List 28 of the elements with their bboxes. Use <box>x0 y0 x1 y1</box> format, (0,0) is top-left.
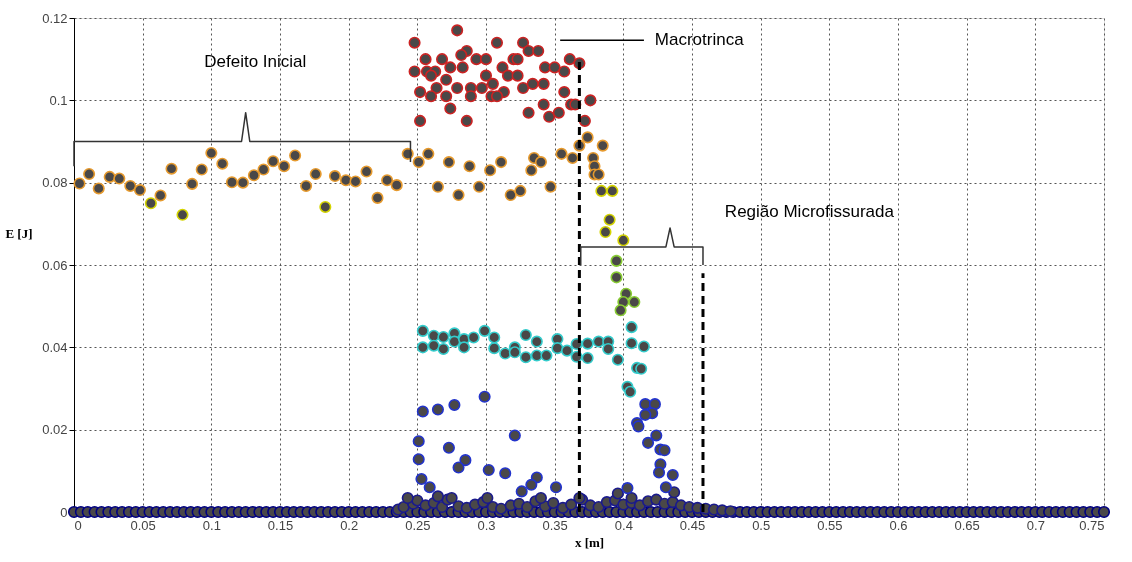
x-tick-label: 0.5 <box>752 517 771 533</box>
x-tick-label: 0.55 <box>817 517 843 533</box>
x-tick-label: 0.6 <box>889 517 908 533</box>
annotation: Região Microfissurada <box>724 201 895 221</box>
x-tick-label: 0.65 <box>954 517 980 533</box>
y-tick-label: 0.12 <box>42 10 68 26</box>
y-tick-label: 0.06 <box>42 257 68 273</box>
x-tick-label: 0.45 <box>679 517 706 533</box>
x-tick-label: 0.3 <box>477 517 496 533</box>
annotation: Macrotrinca <box>654 30 745 50</box>
x-tick-label: 0.2 <box>340 517 359 533</box>
x-tick-label: 0.15 <box>267 517 294 533</box>
y-tick-label: 0 <box>60 504 68 520</box>
x-tick-label: 0.25 <box>405 517 431 533</box>
x-tick-label: 0.75 <box>1079 517 1105 533</box>
annotation: Defeito Inicial <box>204 52 307 72</box>
x-tick-label: 0.1 <box>202 517 221 533</box>
y-axis-title: E [J] <box>5 225 33 241</box>
y-tick-label: 0.02 <box>42 422 68 438</box>
x-tick-label: 0.4 <box>614 517 633 533</box>
x-tick-label: 0 <box>74 517 82 533</box>
x-tick-label: 0.35 <box>542 517 568 533</box>
x-tick-label: 0.7 <box>1026 517 1045 533</box>
x-axis-title: x [m] <box>574 534 605 550</box>
y-tick-label: 0.08 <box>42 175 68 191</box>
y-tick-label: 0.1 <box>49 92 68 108</box>
x-tick-label: 0.05 <box>130 517 156 533</box>
y-tick-label: 0.04 <box>42 339 68 355</box>
